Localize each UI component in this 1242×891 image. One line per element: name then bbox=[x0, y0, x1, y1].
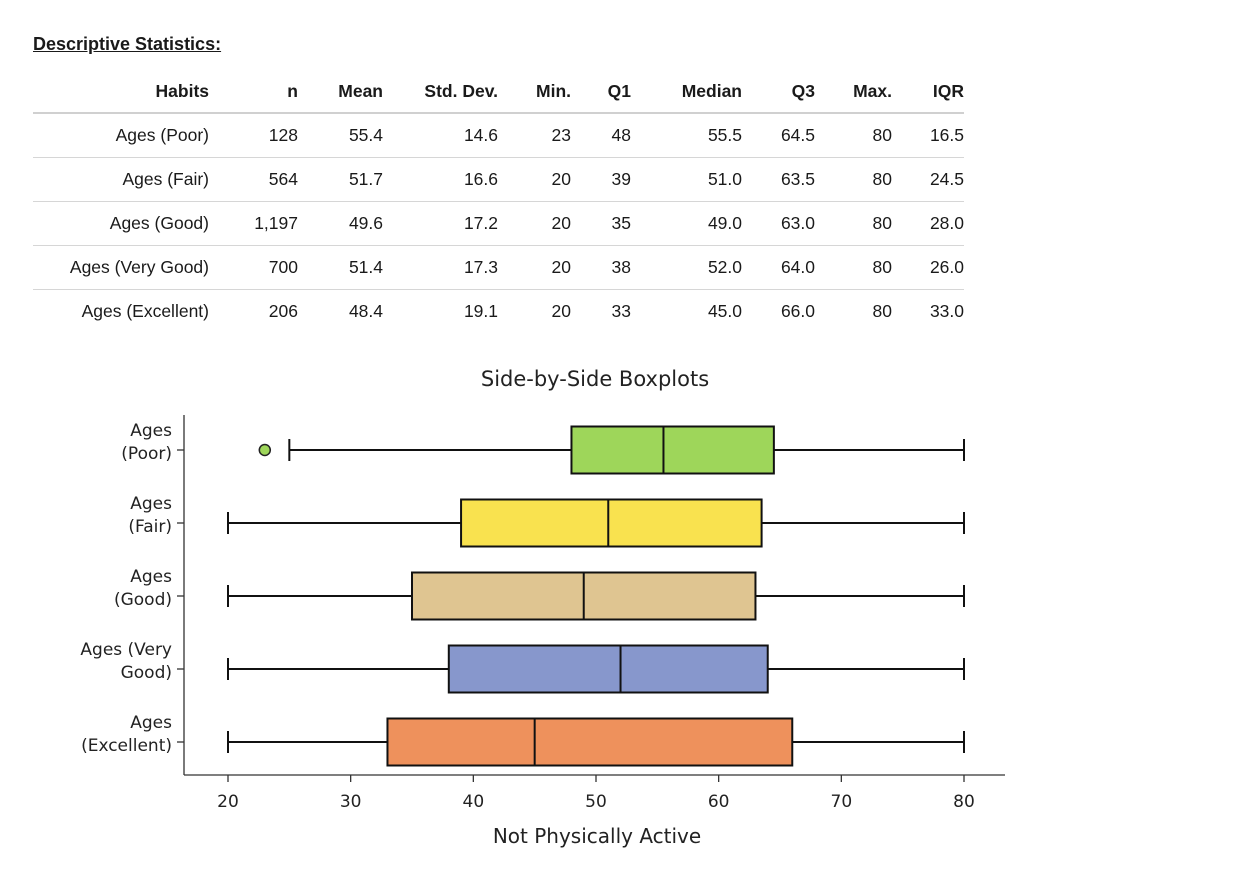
category-label: (Fair) bbox=[128, 517, 172, 537]
category-label: Ages (Very bbox=[80, 640, 172, 660]
cell-q1: 33 bbox=[611, 301, 631, 321]
cell-habits: Ages (Good) bbox=[33, 201, 217, 246]
cell-iqr: 33.0 bbox=[929, 301, 964, 321]
category-label: (Good) bbox=[114, 590, 172, 610]
cell-n: 564 bbox=[217, 157, 298, 202]
cell-median: 51.0 bbox=[631, 157, 742, 202]
header-q3: Q3 bbox=[742, 70, 815, 114]
category-label: Ages bbox=[130, 713, 172, 733]
cell-habits: Ages (Very Good) bbox=[33, 245, 217, 290]
cell-n: 128 bbox=[217, 113, 298, 158]
header-habits: Habits bbox=[33, 70, 217, 114]
plot-area: 20 30 40 50 60 70 80 Ages (Poor) Ages (Fair) Ages (G… bbox=[80, 415, 1005, 812]
cell-q3: 63.5 bbox=[742, 157, 815, 202]
cell-q3: 63.0 bbox=[742, 201, 815, 246]
x-tick-label: 70 bbox=[831, 792, 853, 812]
x-tick-label: 20 bbox=[217, 792, 239, 812]
cell-max: 80 bbox=[815, 157, 892, 202]
category-label: (Excellent) bbox=[81, 736, 172, 756]
cell-min: 20 bbox=[498, 245, 571, 290]
cell-n: 206 bbox=[268, 301, 298, 321]
cell-habits: Ages (Fair) bbox=[33, 157, 217, 202]
cell-q1: 39 bbox=[571, 157, 631, 202]
section-title: Descriptive Statistics: bbox=[33, 34, 222, 54]
header-n: n bbox=[217, 70, 298, 114]
x-tick-label: 80 bbox=[953, 792, 975, 812]
cell-habits: Ages (Excellent) bbox=[81, 301, 209, 321]
cell-max: 80 bbox=[815, 113, 892, 158]
cell-min: 20 bbox=[498, 201, 571, 246]
cell-habits: Ages (Poor) bbox=[33, 113, 217, 158]
box bbox=[447, 644, 769, 694]
header-iqr: IQR bbox=[892, 70, 964, 114]
cell-q1: 48 bbox=[571, 113, 631, 158]
cell-q3: 64.5 bbox=[742, 113, 815, 158]
cell-q1: 38 bbox=[571, 245, 631, 290]
cell-max: 80 bbox=[872, 301, 892, 321]
box bbox=[570, 425, 775, 475]
cell-iqr: 24.5 bbox=[892, 157, 964, 202]
cell-mean: 48.4 bbox=[348, 301, 383, 321]
x-axis-label: Not Physically Active bbox=[493, 824, 701, 848]
category-label: Ages bbox=[130, 567, 172, 587]
x-tick-label: 60 bbox=[708, 792, 730, 812]
table-row: Ages (Poor) 128 55.4 14.6 23 48 55.5 64.… bbox=[33, 113, 964, 158]
cell-std-dev: 16.6 bbox=[383, 157, 498, 202]
header-mean: Mean bbox=[298, 70, 383, 114]
table-header-row: Habits n Mean Std. Dev. Min. Q1 Median Q… bbox=[33, 70, 964, 114]
cell-iqr: 28.0 bbox=[892, 201, 964, 246]
cell-max: 80 bbox=[815, 245, 892, 290]
cell-median: 45.0 bbox=[707, 301, 742, 321]
cell-max: 80 bbox=[815, 201, 892, 246]
cell-std-dev: 19.1 bbox=[463, 301, 498, 321]
table-row: Ages (Good) 1,197 49.6 17.2 20 35 49.0 6… bbox=[33, 201, 964, 246]
cell-mean: 51.4 bbox=[298, 245, 383, 290]
category-label: (Poor) bbox=[121, 444, 172, 464]
cell-min: 20 bbox=[551, 301, 571, 321]
header-q1: Q1 bbox=[571, 70, 631, 114]
category-label: Good) bbox=[121, 663, 172, 683]
header-max: Max. bbox=[815, 70, 892, 114]
cell-q1: 35 bbox=[571, 201, 631, 246]
header-min: Min. bbox=[498, 70, 571, 114]
box bbox=[386, 717, 794, 767]
cell-std-dev: 17.3 bbox=[383, 245, 498, 290]
cell-q3: 64.0 bbox=[742, 245, 815, 290]
x-tick-label: 40 bbox=[463, 792, 485, 812]
cell-mean: 49.6 bbox=[298, 201, 383, 246]
cell-std-dev: 17.2 bbox=[383, 201, 498, 246]
cell-mean: 55.4 bbox=[298, 113, 383, 158]
descriptive-statistics-table: Habits n Mean Std. Dev. Min. Q1 Median Q… bbox=[33, 70, 964, 333]
cell-iqr: 26.0 bbox=[892, 245, 964, 290]
category-label: Ages bbox=[130, 421, 172, 441]
cell-n: 700 bbox=[217, 245, 298, 290]
cell-std-dev: 14.6 bbox=[383, 113, 498, 158]
table-row: Ages (Fair) 564 51.7 16.6 20 39 51.0 63.… bbox=[33, 157, 964, 202]
cell-mean: 51.7 bbox=[298, 157, 383, 202]
table-row: Ages (Very Good) 700 51.4 17.3 20 38 52.… bbox=[33, 245, 964, 290]
chart-title: Side-by-Side Boxplots bbox=[481, 367, 709, 391]
header-median: Median bbox=[631, 70, 742, 114]
table-row: Ages (Excellent) 206 48.4 19.1 20 33 45.… bbox=[33, 290, 964, 334]
cell-median: 49.0 bbox=[631, 201, 742, 246]
boxplot-chart: Side-by-Side Boxplots 20 30 40 50 60 70 80 Ages… bbox=[80, 367, 1005, 848]
cell-min: 20 bbox=[498, 157, 571, 202]
cell-iqr: 16.5 bbox=[892, 113, 964, 158]
category-label: Ages bbox=[130, 494, 172, 514]
x-tick-label: 30 bbox=[340, 792, 362, 812]
cell-median: 55.5 bbox=[631, 113, 742, 158]
outlier-point bbox=[258, 443, 272, 457]
cell-min: 23 bbox=[498, 113, 571, 158]
cell-n: 1,197 bbox=[217, 201, 298, 246]
cell-q3: 66.0 bbox=[780, 301, 815, 321]
x-tick-label: 50 bbox=[585, 792, 607, 812]
cell-median: 52.0 bbox=[631, 245, 742, 290]
header-std-dev: Std. Dev. bbox=[383, 70, 498, 114]
box bbox=[460, 498, 763, 548]
